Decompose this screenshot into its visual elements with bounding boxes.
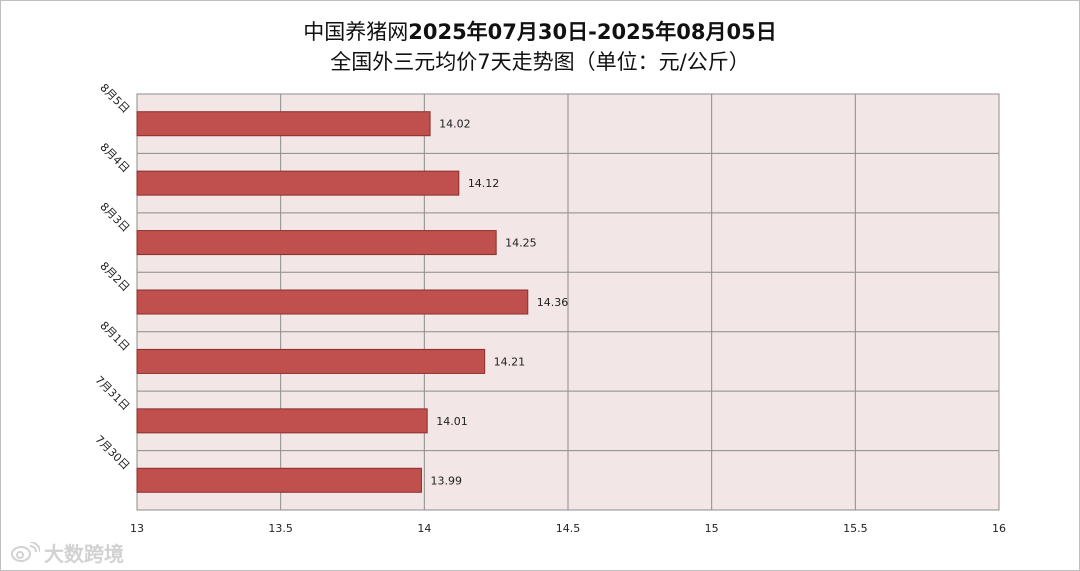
x-tick-label: 13.5 bbox=[268, 522, 293, 535]
chart-title-line1: 中国养猪网2025年07月30日-2025年08月05日 bbox=[0, 16, 1080, 46]
watermark: 大数跨境 bbox=[10, 538, 124, 567]
watermark-text: 大数跨境 bbox=[44, 542, 124, 566]
y-category-label: 7月31日 bbox=[92, 373, 132, 413]
y-category-label: 8月4日 bbox=[97, 141, 132, 176]
bar bbox=[136, 230, 497, 256]
y-category-label: 7月30日 bbox=[92, 433, 132, 473]
title-date-range: 2025年07月30日-2025年08月05日 bbox=[408, 20, 777, 44]
data-label: 14.25 bbox=[505, 237, 536, 250]
y-category-label: 8月1日 bbox=[97, 319, 132, 354]
data-label: 14.12 bbox=[468, 177, 500, 190]
bar bbox=[136, 408, 428, 434]
chart-title-line2: 全国外三元均价7天走势图（单位：元/公斤） bbox=[330, 50, 750, 74]
title-prefix: 中国养猪网 bbox=[303, 20, 409, 44]
weibo-eye-icon bbox=[10, 540, 41, 564]
bar bbox=[136, 111, 431, 137]
x-tick-label: 14.5 bbox=[556, 522, 581, 535]
y-category-label: 8月2日 bbox=[97, 259, 132, 294]
data-label: 14.21 bbox=[494, 355, 526, 368]
data-label: 14.02 bbox=[439, 118, 471, 131]
bar bbox=[136, 467, 422, 493]
data-label: 13.99 bbox=[430, 474, 462, 487]
x-tick-label: 14 bbox=[417, 522, 431, 535]
data-label: 14.36 bbox=[537, 296, 569, 309]
x-tick-label: 15 bbox=[705, 522, 719, 535]
bar bbox=[136, 348, 486, 374]
y-category-label: 8月3日 bbox=[97, 200, 132, 235]
bar bbox=[136, 289, 529, 315]
bar bbox=[136, 170, 460, 196]
x-tick-label: 13 bbox=[130, 522, 144, 535]
x-tick-label: 16 bbox=[992, 522, 1006, 535]
x-tick-label: 15.5 bbox=[843, 522, 868, 535]
y-category-label: 8月5日 bbox=[97, 81, 132, 116]
data-label: 14.01 bbox=[436, 415, 468, 428]
